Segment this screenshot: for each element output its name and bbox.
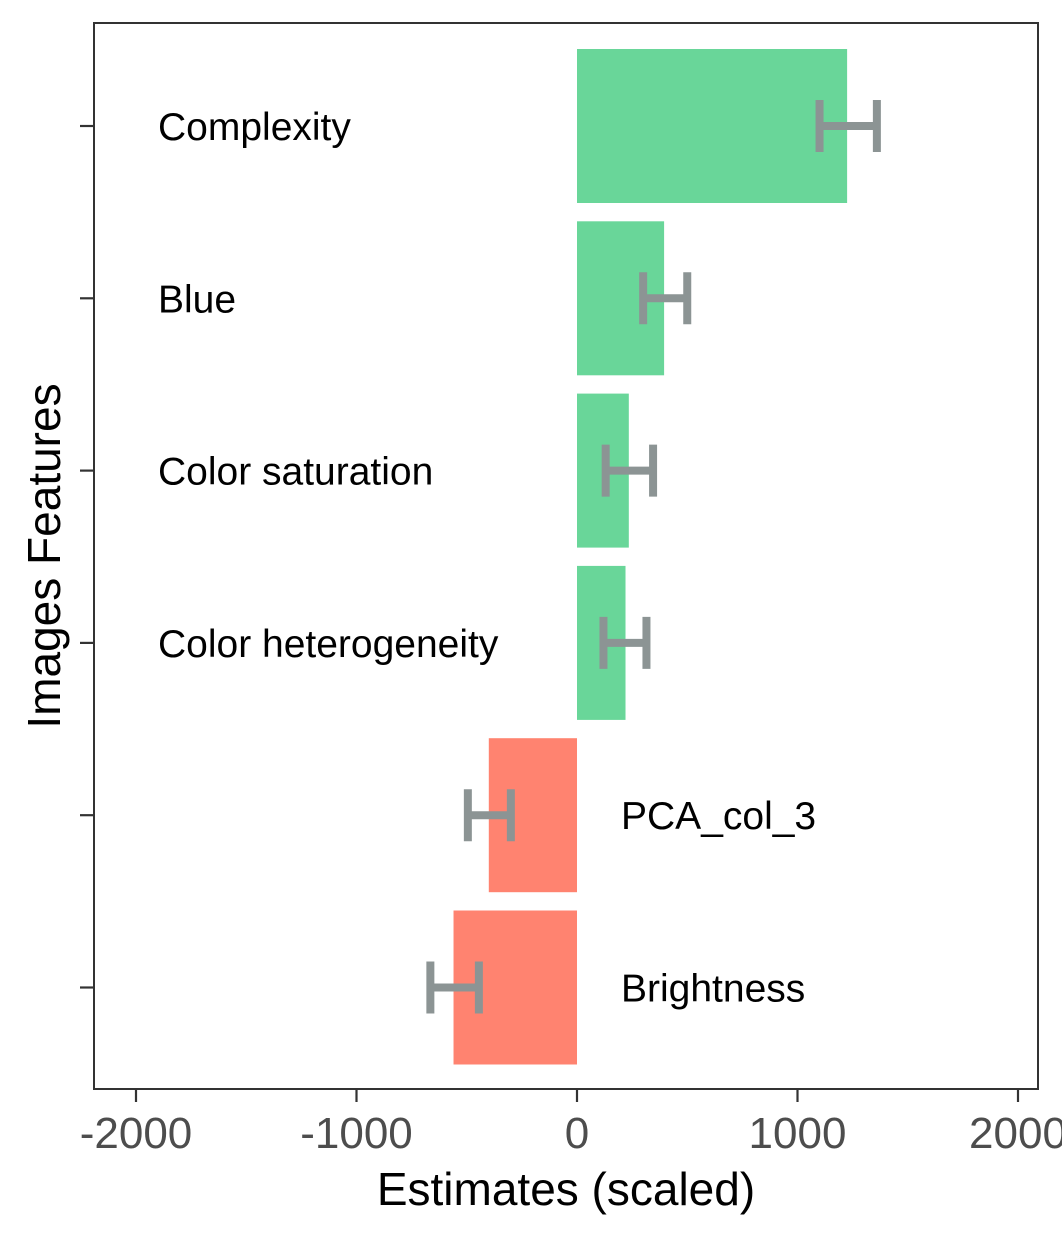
bars-layer	[453, 49, 848, 1065]
bar-label-pca-col-3: PCA_col_3	[621, 795, 816, 838]
error-bar-color-saturation	[601, 444, 658, 497]
x-tick-label: 0	[565, 1109, 589, 1158]
x-tick-label: 1000	[749, 1109, 847, 1158]
error-bar-brightness	[426, 961, 483, 1014]
bar-label-blue: Blue	[158, 278, 236, 321]
error-bar-blue	[639, 272, 692, 325]
error-bar-color-heterogeneity	[599, 616, 651, 669]
bar-complexity	[577, 49, 848, 203]
x-axis-title: Estimates (scaled)	[377, 1163, 755, 1215]
x-axis-ticks: -2000 -1000 0 1000 2000	[80, 1089, 1062, 1158]
bar-labels-layer: Complexity Blue Color saturation Color hete…	[158, 106, 816, 1011]
x-tick-label: 2000	[969, 1109, 1062, 1158]
bar-label-color-saturation: Color saturation	[158, 451, 433, 494]
x-tick-label: -2000	[80, 1109, 193, 1158]
bar-label-color-heterogeneity: Color heterogeneity	[158, 623, 499, 666]
error-bar-complexity	[815, 100, 881, 152]
bar-label-brightness: Brightness	[621, 968, 805, 1011]
y-axis-title: Images Features	[18, 383, 70, 728]
bar-label-complexity: Complexity	[158, 106, 351, 149]
error-bar-pca-col-3	[463, 789, 515, 842]
error-bars-layer	[426, 100, 881, 1014]
x-tick-label: -1000	[300, 1109, 413, 1158]
y-axis-ticks	[80, 124, 94, 989]
